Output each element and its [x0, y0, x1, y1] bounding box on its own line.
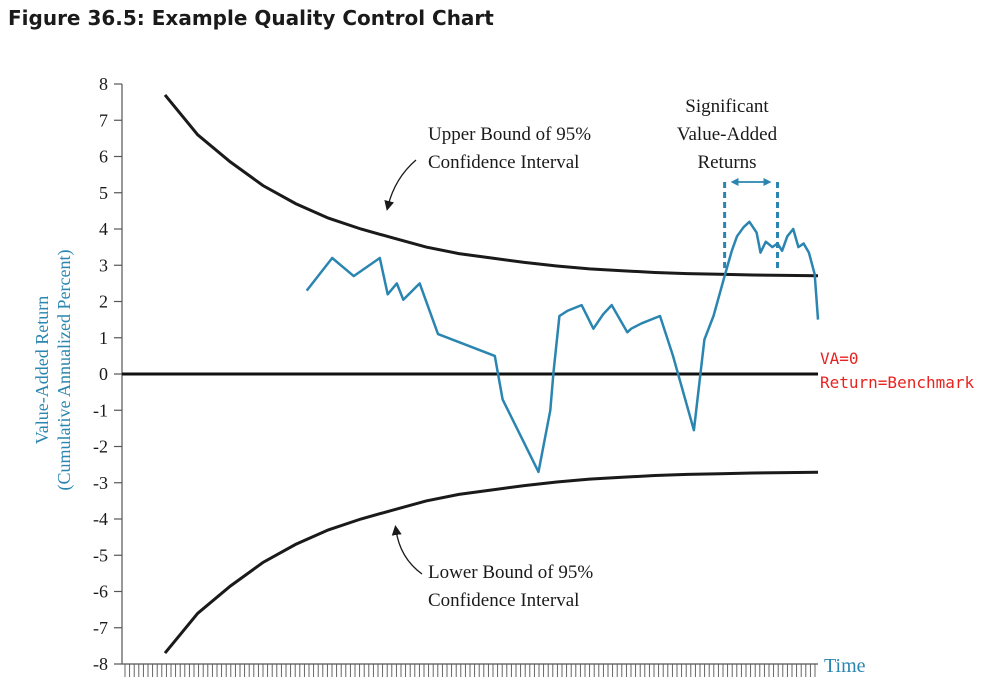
significant-label-line2: Value-Added	[677, 124, 778, 145]
y-axis-label: Value-Added Return (Cumulative Annualize…	[32, 250, 75, 491]
y-tick-label: -7	[93, 618, 108, 638]
y-tick-label: 8	[99, 74, 108, 94]
va-zero-label: VA=0	[820, 349, 859, 368]
y-tick-label: -8	[93, 654, 108, 674]
y-axis-label-line2: (Cumulative Annualized Percent)	[54, 250, 75, 491]
y-tick-label: -5	[93, 545, 108, 565]
y-tick-label: 7	[99, 110, 108, 130]
y-tick-label: 3	[99, 255, 108, 275]
y-tick-label: -3	[93, 473, 108, 493]
y-tick-label: 5	[99, 183, 108, 203]
y-tick-label: -6	[93, 582, 108, 602]
y-tick-label: -2	[93, 437, 108, 457]
lower-bound-arrow	[391, 525, 423, 575]
value-added-series	[305, 220, 820, 474]
y-tick-label: 4	[99, 219, 108, 239]
significant-region	[723, 178, 780, 269]
significant-label-line3: Returns	[697, 152, 756, 173]
upper-bound-curve	[163, 93, 819, 278]
confidence-bounds	[163, 93, 819, 655]
upper-bound-label-line1: Upper Bound of 95%	[428, 124, 591, 145]
y-tick-label: 6	[99, 147, 108, 167]
y-tick-label: -1	[93, 400, 108, 420]
upper-bound-arrow	[384, 159, 417, 211]
x-axis-label: Time	[824, 655, 866, 677]
y-tick-label: 0	[99, 364, 108, 384]
value-added-line	[305, 220, 820, 474]
y-axis-label-line1: Value-Added Return	[32, 296, 52, 444]
significant-label-line1: Significant	[685, 96, 769, 117]
lower-bound-label-line2: Confidence Interval	[428, 590, 579, 611]
y-tick-label: 1	[99, 328, 108, 348]
y-tick-label: 2	[99, 292, 108, 312]
figure-title: Figure 36.5: Example Quality Control Cha…	[8, 6, 494, 30]
return-benchmark-label: Return=Benchmark	[820, 373, 974, 392]
y-axis: 8 7 6 5 4 3 2 1 0 -1 -2 -3 -4 -5 -6 -7 -8	[93, 74, 123, 674]
upper-bound-label-line2: Confidence Interval	[428, 152, 579, 173]
y-tick-label: -4	[93, 509, 108, 529]
lower-bound-curve	[163, 470, 819, 655]
x-axis	[122, 372, 818, 677]
lower-bound-label-line1: Lower Bound of 95%	[428, 562, 593, 583]
